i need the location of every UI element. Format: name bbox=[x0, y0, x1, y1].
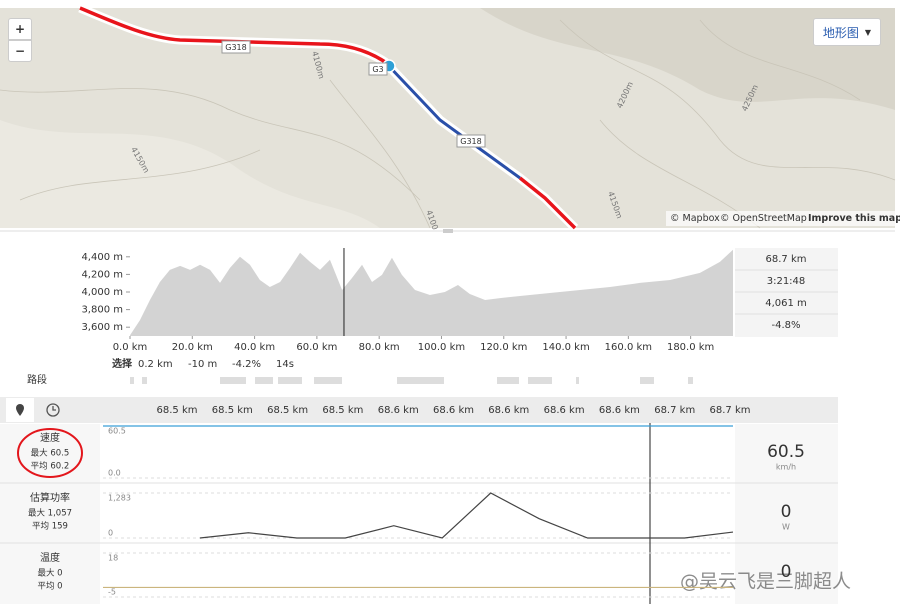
stream-axis-label: 68.6 km bbox=[488, 405, 529, 416]
attribution-bg bbox=[666, 211, 895, 226]
stat-value: 68.7 km bbox=[766, 254, 807, 265]
stat-value: 3:21:48 bbox=[767, 276, 806, 287]
stream-max: 最大 1,057 bbox=[28, 508, 72, 519]
stream-axis-label: 68.5 km bbox=[322, 405, 363, 416]
stat-value: -4.8% bbox=[771, 320, 800, 331]
annotation-circle bbox=[17, 428, 83, 478]
route bbox=[79, 6, 386, 64]
route-selection bbox=[383, 60, 521, 180]
stream-axis-label: 68.5 km bbox=[212, 405, 253, 416]
pin-icon[interactable] bbox=[16, 404, 24, 416]
stream-avg: 平均 0 bbox=[37, 581, 62, 592]
stream-max: 最大 0 bbox=[37, 568, 62, 579]
stream-current: 0 bbox=[781, 502, 792, 522]
stream-title: 温度 bbox=[40, 551, 60, 564]
stream-axis-label: 68.7 km bbox=[710, 405, 751, 416]
stream-title: 速度 bbox=[40, 431, 60, 444]
y-tick-label: 4,200 m bbox=[81, 269, 123, 280]
attribution[interactable]: © Mapbox bbox=[670, 213, 720, 224]
y-tick-label: 3,600 m bbox=[81, 322, 123, 333]
stream-tick-label: 0 bbox=[108, 529, 113, 538]
selection-value: -4.2% bbox=[232, 359, 261, 370]
x-tick-label: 120.0 km bbox=[480, 342, 527, 353]
stream-tick-label: 18 bbox=[108, 554, 118, 563]
terrain bbox=[480, 8, 895, 110]
road-labels: G318 G3 G318 bbox=[221, 40, 486, 148]
stream-axis-label: 68.6 km bbox=[378, 405, 419, 416]
stream-axis-label: 68.7 km bbox=[654, 405, 695, 416]
stream-axis-label: 68.5 km bbox=[157, 405, 198, 416]
layer-button[interactable]: 地形图 ▼ bbox=[813, 18, 881, 46]
stream-avg: 平均 60.2 bbox=[31, 461, 70, 472]
segment-bars bbox=[130, 377, 693, 384]
stream-unit: W bbox=[782, 523, 790, 532]
stream-title: 估算功率 bbox=[30, 491, 70, 504]
attribution-link[interactable]: Improve this map bbox=[808, 213, 900, 224]
zoom-out[interactable]: − bbox=[8, 40, 32, 62]
stream-avg: 平均 159 bbox=[32, 521, 68, 532]
selection-label: 选择 bbox=[112, 357, 133, 370]
stream-current: 0 bbox=[781, 562, 792, 582]
x-tick-label: 60.0 km bbox=[296, 342, 337, 353]
elevation-area bbox=[130, 249, 733, 336]
x-tick-label: 100.0 km bbox=[418, 342, 465, 353]
stream-max: 最大 60.5 bbox=[31, 448, 70, 459]
stream-rows bbox=[0, 424, 838, 604]
stream-tick-label: 0.0 bbox=[108, 469, 121, 478]
stat-value: 4,061 m bbox=[765, 298, 807, 309]
x-tick-label: 180.0 km bbox=[667, 342, 714, 353]
road-label: G318 bbox=[460, 137, 481, 146]
stream-axis-label: 68.6 km bbox=[433, 405, 474, 416]
road-label: G318 bbox=[225, 43, 246, 52]
dropdown-arrow: ▼ bbox=[864, 27, 872, 37]
stream-axis-label: 68.5 km bbox=[267, 405, 308, 416]
y-tick-label: 3,800 m bbox=[81, 305, 123, 316]
x-tick-label: 0.0 km bbox=[113, 342, 148, 353]
route bbox=[518, 176, 577, 230]
y-tick-label: 4,000 m bbox=[81, 287, 123, 298]
x-tick-label: 160.0 km bbox=[605, 342, 652, 353]
x-tick-label: 40.0 km bbox=[234, 342, 275, 353]
watermark: @吴云飞是三脚超人 bbox=[680, 571, 851, 593]
terrain bbox=[0, 120, 380, 228]
clock-hand bbox=[52, 406, 56, 411]
stream-line bbox=[199, 492, 734, 539]
stream-axis-bar bbox=[0, 397, 838, 423]
road-label: G3 bbox=[372, 65, 383, 74]
stream-axis-label: 68.6 km bbox=[599, 405, 640, 416]
selection-value: -10 m bbox=[188, 359, 217, 370]
selection-value: 14s bbox=[276, 359, 294, 370]
stream-unit: km/h bbox=[776, 463, 796, 472]
y-tick-label: 4,400 m bbox=[81, 252, 123, 263]
selection-value: 0.2 km bbox=[138, 359, 173, 370]
attribution[interactable]: © OpenStreetMap bbox=[720, 213, 807, 224]
stream-tick-label: 1,283 bbox=[108, 494, 131, 503]
resize-handle[interactable] bbox=[443, 229, 453, 233]
x-tick-label: 140.0 km bbox=[542, 342, 589, 353]
stream-axis-label: 68.6 km bbox=[544, 405, 585, 416]
layer-button-label[interactable]: 地形图 bbox=[822, 25, 859, 40]
x-tick-label: 80.0 km bbox=[359, 342, 400, 353]
clock-icon[interactable] bbox=[46, 403, 60, 417]
x-tick-label: 20.0 km bbox=[172, 342, 213, 353]
stream-tick-label: -5 bbox=[108, 588, 116, 597]
segments-label: 路段 bbox=[27, 373, 47, 386]
contours bbox=[0, 19, 896, 229]
zoom-in[interactable]: + bbox=[8, 18, 32, 40]
stream-tick-label: 60.5 bbox=[108, 427, 126, 436]
stream-current: 60.5 bbox=[767, 442, 805, 462]
